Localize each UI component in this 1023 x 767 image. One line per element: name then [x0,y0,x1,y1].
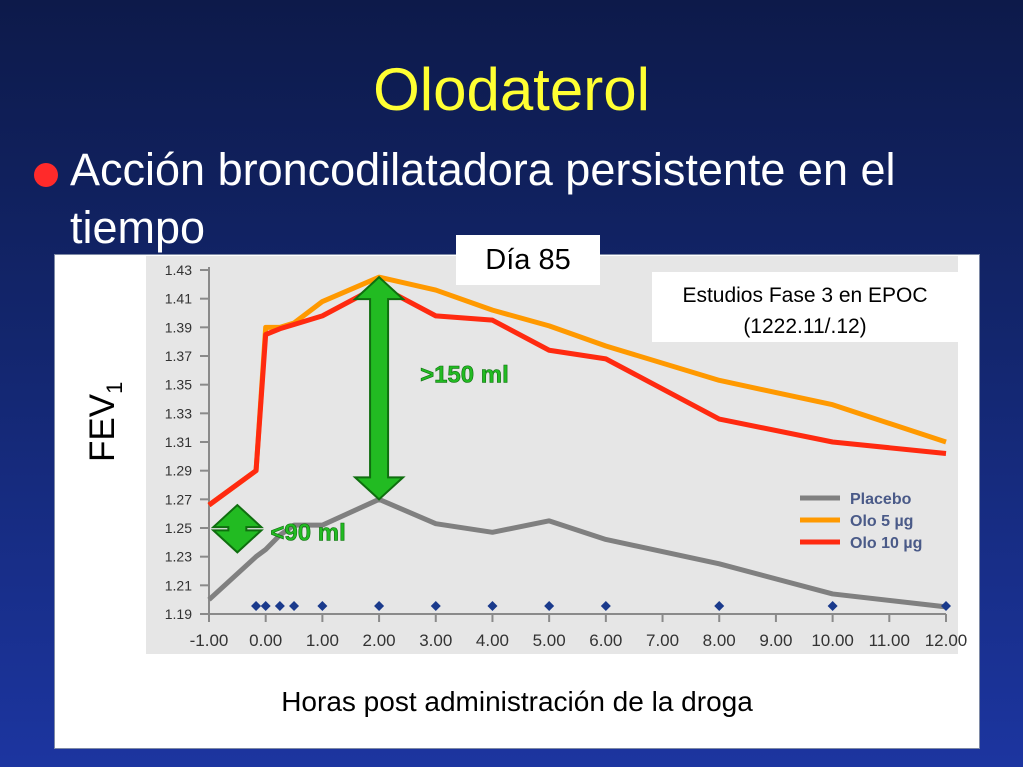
y-axis-label-main: FEV [83,393,122,462]
legend-label: Olo 5 µg [850,513,913,530]
y-axis-label-subscript: 1 [102,381,127,394]
x-tick-label: 10.00 [811,631,854,650]
series-lines [207,274,947,610]
difference-arrow [352,275,406,501]
x-tick-label: 3.00 [419,631,452,650]
y-ticks: 1.19 1.21 1.23 1.25 1.27 1.29 1.31 1.33 1.35 1.37… [165,262,209,622]
y-tick-label: 1.43 [165,262,192,278]
time-marker [487,601,498,611]
y-tick-label: 1.29 [165,463,192,479]
x-axis-label: Horas post administración de la droga [281,686,753,717]
time-markers [251,601,951,611]
time-marker [251,601,262,611]
x-tick-label: 12.00 [925,631,968,650]
difference-label: >150 ml [420,361,509,388]
time-marker [274,601,285,611]
x-tick-label: 1.00 [306,631,339,650]
slide-title: Olodaterol [373,56,650,123]
olo5-line [207,274,947,508]
difference-label: <90 ml [270,520,345,547]
time-marker [600,601,611,611]
legend-label: Olo 10 µg [850,535,922,552]
difference-arrows: >150 ml <90 ml [210,275,509,554]
x-tick-label: 11.00 [869,631,910,650]
bullet-text: Acción broncodilatadora persistente en e… [70,144,896,253]
x-ticks: -1.00 0.00 1.00 2.00 3.00 4.00 5.00 6.00 7.00 8.0… [190,614,968,650]
y-tick-label: 1.21 [165,577,192,593]
study-label: Estudios Fase 3 en EPOC (1222.11/.12) [652,272,958,342]
y-tick-label: 1.27 [165,491,192,507]
y-tick-label: 1.25 [165,520,192,536]
time-marker [941,601,951,611]
time-marker [714,601,725,611]
y-tick-label: 1.33 [165,405,192,421]
placebo-line [207,496,947,610]
x-tick-label: 6.00 [589,631,622,650]
y-tick-label: 1.41 [165,291,192,307]
legend-label: Placebo [850,491,912,508]
x-tick-label: 9.00 [759,631,792,650]
x-tick-label: 5.00 [533,631,566,650]
time-marker [260,601,271,611]
time-marker [374,601,385,611]
y-tick-label: 1.19 [165,606,192,622]
x-tick-label: 0.00 [249,631,282,650]
difference-arrow [210,503,264,554]
x-tick-label: -1.00 [190,631,229,650]
study-label-line2: (1222.11/.12) [743,315,867,338]
y-tick-label: 1.23 [165,549,192,565]
x-tick-label: 4.00 [476,631,509,650]
x-tick-label: 7.00 [646,631,679,650]
time-marker [317,601,328,611]
study-label-line1: Estudios Fase 3 en EPOC [682,284,928,307]
bullet-dot [34,163,58,187]
time-marker [430,601,441,611]
y-tick-label: 1.37 [165,348,192,364]
y-axis-label: FEV1 [83,382,128,462]
x-tick-label: 8.00 [703,631,736,650]
y-tick-label: 1.31 [165,434,192,450]
legend: Placebo Olo 5 µg Olo 10 µg [800,491,922,552]
y-tick-label: 1.35 [165,377,192,393]
time-marker [544,601,555,611]
olo10-line [207,283,947,508]
x-tick-label: 2.00 [363,631,396,650]
y-tick-label: 1.39 [165,319,192,335]
time-marker [827,601,838,611]
day-label: Día 85 [456,235,600,285]
time-marker [289,601,300,611]
